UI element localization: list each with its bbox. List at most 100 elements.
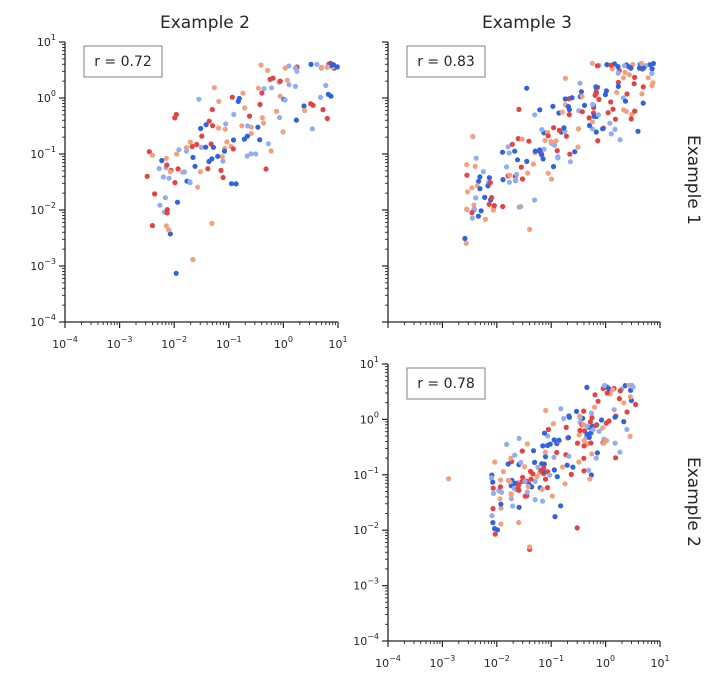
data-point: [639, 91, 645, 97]
data-point: [516, 106, 522, 112]
data-point: [189, 143, 195, 150]
x-tick-label: 10−1: [216, 335, 242, 351]
data-point: [545, 133, 551, 139]
data-point: [516, 204, 522, 210]
data-point: [198, 125, 204, 132]
data-point: [525, 170, 531, 176]
data-point: [518, 459, 524, 466]
data-point: [513, 177, 519, 183]
data-point: [308, 101, 314, 107]
data-point: [492, 531, 498, 537]
data-point: [589, 60, 596, 66]
data-point: [157, 202, 163, 208]
data-point: [572, 149, 578, 155]
data-point: [550, 164, 557, 170]
data-point: [607, 120, 613, 126]
row-title-2: Example 2: [683, 457, 703, 547]
data-point: [530, 448, 537, 454]
data-point: [591, 404, 598, 410]
data-point: [540, 498, 546, 504]
data-point: [323, 82, 329, 89]
data-point: [273, 108, 280, 114]
data-point: [549, 493, 555, 499]
data-point: [504, 441, 510, 447]
data-point: [608, 131, 614, 137]
data-point: [187, 139, 193, 145]
data-point: [499, 149, 506, 155]
data-point: [562, 96, 568, 102]
data-point: [649, 66, 655, 72]
data-point: [259, 90, 265, 96]
data-point: [309, 126, 315, 132]
data-point: [471, 202, 477, 208]
data-point: [576, 432, 582, 438]
data-point: [516, 482, 522, 488]
data-point: [500, 469, 506, 475]
data-point: [482, 216, 488, 222]
data-point: [554, 449, 560, 456]
data-point: [600, 425, 606, 431]
data-point: [258, 62, 264, 68]
data-point: [624, 426, 630, 432]
data-point: [615, 79, 621, 85]
data-point: [573, 408, 580, 414]
data-point: [562, 75, 569, 81]
data-point: [526, 138, 532, 144]
data-point: [590, 101, 596, 108]
data-point: [187, 179, 193, 185]
data-point: [538, 467, 544, 473]
data-point: [587, 476, 593, 482]
data-point: [490, 520, 496, 526]
data-point: [542, 476, 549, 482]
data-point: [624, 91, 630, 97]
data-point: [621, 400, 627, 406]
data-point: [508, 496, 514, 502]
data-point: [499, 489, 505, 495]
data-point: [603, 438, 610, 444]
data-point: [293, 117, 299, 123]
data-point: [469, 185, 475, 191]
data-point: [624, 409, 630, 415]
data-point: [218, 167, 224, 173]
data-point: [476, 178, 482, 184]
data-point: [522, 479, 528, 485]
data-point: [544, 485, 551, 491]
data-point: [544, 442, 551, 449]
data-point: [574, 440, 581, 446]
data-point: [568, 471, 574, 477]
data-point: [632, 108, 638, 114]
y-tick-label: 10−2: [353, 521, 379, 537]
data-point: [576, 459, 582, 465]
data-point: [542, 454, 549, 460]
data-point: [650, 80, 656, 86]
data-point: [149, 223, 155, 229]
data-point: [172, 115, 178, 121]
data-point: [604, 62, 610, 68]
data-point: [564, 462, 570, 468]
data-point: [566, 112, 572, 118]
data-point: [328, 93, 334, 99]
data-point: [162, 195, 168, 201]
data-point: [248, 151, 254, 157]
correlation-label: r = 0.78: [417, 376, 475, 392]
data-point: [629, 382, 635, 388]
data-point: [196, 96, 202, 102]
data-point: [604, 390, 610, 396]
data-point: [210, 123, 216, 129]
x-tick-label: 10−1: [538, 654, 564, 670]
data-point: [164, 162, 170, 168]
data-point: [176, 147, 182, 153]
data-point: [206, 118, 212, 124]
data-point: [588, 410, 595, 416]
data-point: [628, 116, 634, 122]
data-point: [559, 464, 566, 470]
data-point: [627, 433, 633, 439]
data-point: [301, 103, 307, 109]
data-point: [490, 490, 497, 496]
data-point: [514, 171, 520, 177]
data-point: [575, 144, 581, 150]
data-point: [230, 146, 236, 152]
data-point: [330, 62, 337, 68]
data-point: [551, 467, 557, 473]
data-point: [617, 388, 623, 394]
